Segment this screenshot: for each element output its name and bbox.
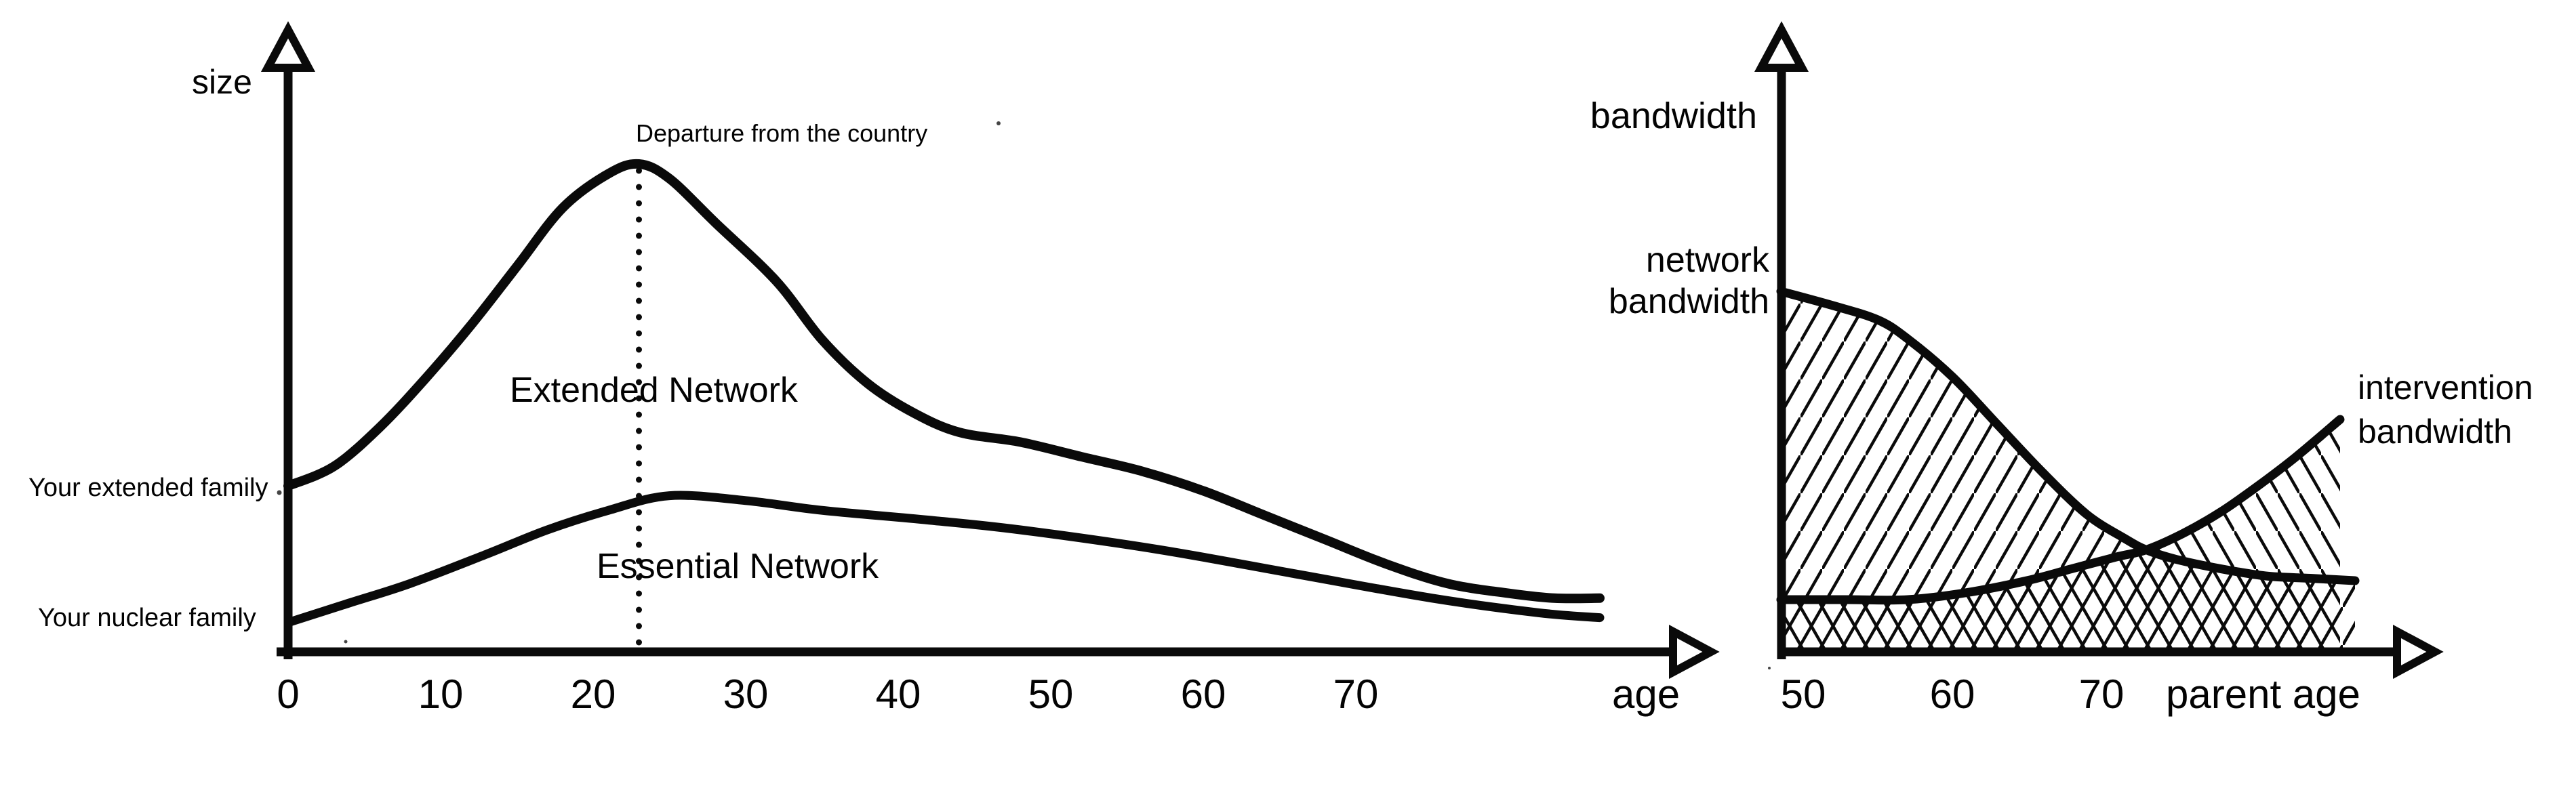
- departure-dotted-line-dot: [636, 395, 642, 402]
- extended-family-label: Your extended family: [28, 474, 268, 502]
- departure-dotted-line-dot: [636, 297, 642, 304]
- curve-network-bandwidth: [1776, 287, 2360, 585]
- axes: [277, 65, 2404, 659]
- intervention-bandwidth-series-label: intervention bandwidth: [2358, 369, 2533, 451]
- axis-arrowheads: [260, 21, 2444, 680]
- departure-dotted-line-dot: [636, 379, 642, 386]
- right-y-axis-title: bandwidth: [1590, 96, 1757, 136]
- x-tick-label: 0: [277, 671, 300, 717]
- departure-dotted-line-dot: [636, 541, 642, 548]
- departure-dotted-line-dot: [636, 281, 642, 288]
- x-tick-label: 40: [875, 671, 921, 717]
- ink-speckle: [277, 490, 282, 495]
- departure-dotted-line-dot: [636, 184, 642, 190]
- network-bandwidth-series-label: network bandwidth: [1608, 241, 1769, 322]
- departure-dotted-line-dot: [636, 200, 642, 207]
- departure-dotted-line-dot: [636, 362, 642, 369]
- x-tick-label: 50: [1028, 671, 1074, 717]
- departure-dotted-line-dot: [636, 444, 642, 451]
- extended-network-series-label: Extended Network: [510, 371, 798, 410]
- departure-dotted-line-dot: [636, 476, 642, 483]
- left-y-axis-title: size: [192, 63, 252, 101]
- x-tick-label: 60: [1180, 671, 1226, 717]
- departure-dotted-line-dot: [636, 460, 642, 467]
- departure-dotted-line-dot: [636, 167, 642, 174]
- departure-dotted-line-dot: [636, 558, 642, 564]
- departure-dotted-line-dot: [636, 509, 642, 516]
- departure-dotted-line-dot: [636, 574, 642, 581]
- x-tick-label: 70: [1333, 671, 1379, 717]
- x-tick-label: 50: [1780, 671, 1826, 717]
- departure-dotted-line-dot: [636, 623, 642, 629]
- left-x-axis-title: age: [1612, 671, 1681, 717]
- departure-dotted-line-dot: [636, 411, 642, 418]
- nuclear-family-label: Your nuclear family: [38, 604, 256, 632]
- y-axis-arrow-icon: [1754, 21, 1809, 72]
- y-axis-arrow-icon: [260, 21, 316, 72]
- departure-annotation-label: Departure from the country: [636, 119, 928, 147]
- x-tick-label: 10: [418, 671, 464, 717]
- departure-dotted-line-dot: [636, 232, 642, 239]
- departure-dotted-line-dot: [636, 265, 642, 272]
- departure-dotted-line-dot: [636, 216, 642, 223]
- curves: [283, 159, 2360, 627]
- departure-dotted-line-dot: [636, 249, 642, 255]
- departure-dotted-line-dot: [636, 525, 642, 532]
- curve-Extended-Network: [283, 159, 1605, 604]
- curve-Essential-Network: [283, 491, 1605, 627]
- x-tick-label: 30: [723, 671, 769, 717]
- essential-network-series-label: Essential Network: [597, 547, 879, 586]
- curve-intervention-bandwidth: [1776, 415, 2345, 605]
- departure-dotted-line-dot: [636, 314, 642, 320]
- area-intervention-bandwidth: [1781, 419, 2340, 649]
- departure-dotted-line-dot: [636, 330, 642, 337]
- departure-dotted-line-dot: [636, 346, 642, 353]
- area-network-bandwidth: [1781, 291, 2355, 649]
- x-axis-arrow-icon: [2393, 624, 2444, 680]
- annotations: [277, 121, 1771, 669]
- x-tick-label: 60: [1929, 671, 1975, 717]
- hatched-areas: [1781, 291, 2355, 649]
- departure-dotted-line-dot: [636, 428, 642, 434]
- ink-speckle: [997, 121, 1001, 125]
- departure-dotted-line-dot: [636, 639, 642, 646]
- departure-dotted-line-dot: [636, 606, 642, 613]
- right-x-axis-title: parent age: [2166, 671, 2360, 717]
- ink-speckle: [344, 640, 348, 644]
- x-tick-label: 70: [2078, 671, 2125, 717]
- x-tick-label: 20: [570, 671, 616, 717]
- ink-speckle: [1768, 667, 1771, 669]
- departure-dotted-line-dot: [636, 590, 642, 597]
- x-axis-arrow-icon: [1669, 624, 1720, 680]
